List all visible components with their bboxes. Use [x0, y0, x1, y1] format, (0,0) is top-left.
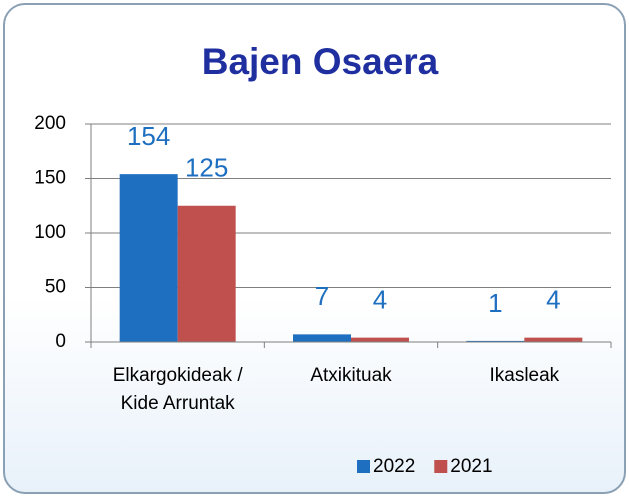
- legend-swatch: [357, 460, 370, 473]
- bar: [351, 337, 409, 342]
- bar: [466, 340, 525, 342]
- data-label: 7: [315, 281, 329, 311]
- legend-label: 2022: [373, 456, 415, 477]
- chart-title: Bajen Osaera: [202, 41, 439, 82]
- data-label: 4: [373, 285, 387, 315]
- y-tick-label: 100: [34, 222, 66, 243]
- bar: [524, 337, 583, 342]
- x-tick-label: Atxikituak: [310, 365, 392, 386]
- data-label: 4: [546, 285, 560, 315]
- bar: [119, 174, 178, 342]
- data-label: 154: [127, 121, 170, 151]
- data-label: 1: [488, 288, 502, 318]
- x-tick-label: Ikasleak: [489, 365, 560, 386]
- legend-swatch: [434, 460, 448, 473]
- data-label: 125: [185, 153, 228, 183]
- chart-frame: [3, 3, 626, 494]
- x-tick-label: Elkargokideak / Kide Arruntak: [112, 365, 243, 414]
- y-tick-label: 200: [34, 113, 66, 134]
- legend-label: 2021: [450, 456, 492, 477]
- y-tick-label: 150: [34, 168, 66, 189]
- y-tick-label: 50: [45, 277, 66, 298]
- bar: [293, 334, 351, 342]
- y-tick-label: 0: [55, 331, 66, 352]
- bar: [177, 205, 236, 342]
